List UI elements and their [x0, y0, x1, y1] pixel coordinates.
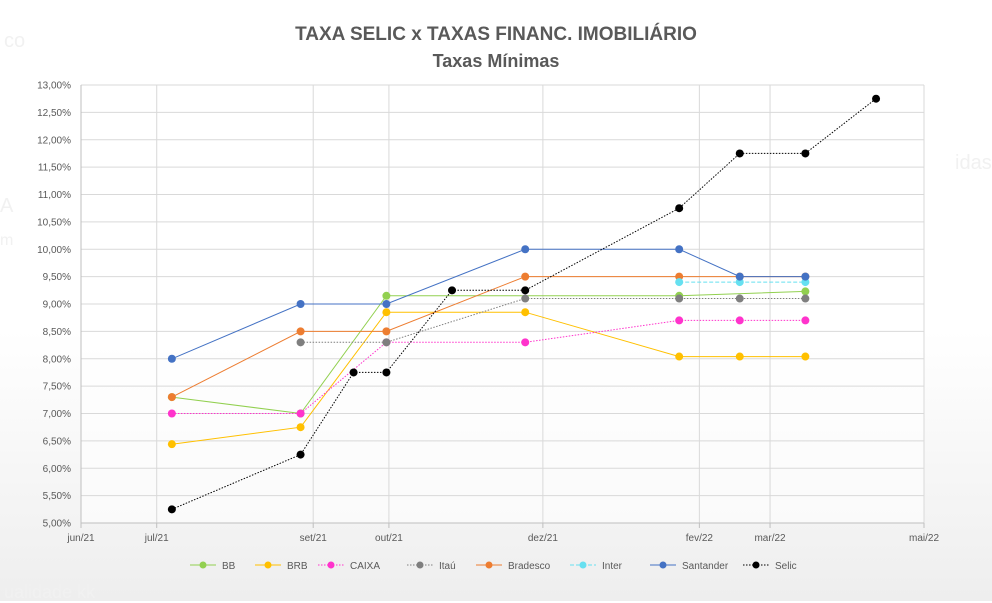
data-point-bb — [382, 291, 391, 300]
x-tick-label: fev/22 — [686, 533, 714, 544]
data-point-selic — [296, 450, 305, 459]
y-tick-label: 13,00% — [37, 81, 71, 92]
legend-marker-itau — [416, 561, 424, 569]
legend-label-caixa: CAIXA — [350, 561, 380, 572]
legend-label-brb: BRB — [287, 561, 308, 572]
data-point-selic — [448, 286, 457, 295]
data-point-brb — [675, 352, 684, 361]
legend-marker-inter — [579, 561, 587, 569]
data-point-bb — [801, 287, 810, 296]
data-point-itau — [801, 294, 810, 303]
x-tick-label: dez/21 — [528, 533, 558, 544]
data-point-bradesco — [167, 393, 176, 402]
data-point-caixa — [296, 409, 305, 418]
y-tick-label: 8,00% — [43, 354, 71, 365]
y-tick-label: 6,50% — [43, 436, 71, 447]
data-point-bradesco — [296, 327, 305, 336]
data-point-santander — [521, 245, 530, 254]
x-tick-label: mar/22 — [754, 533, 786, 544]
data-point-santander — [801, 272, 810, 281]
data-point-itau — [735, 294, 744, 303]
legend-marker-bb — [199, 561, 207, 569]
data-point-selic — [167, 505, 176, 514]
x-tick-label: out/21 — [375, 533, 403, 544]
legend-label-bradesco: Bradesco — [508, 561, 551, 572]
data-point-itau — [675, 294, 684, 303]
data-point-selic — [872, 94, 881, 103]
data-point-selic — [521, 286, 530, 295]
data-point-brb — [382, 308, 391, 317]
legend-marker-selic — [752, 561, 760, 569]
y-tick-label: 11,00% — [38, 190, 71, 201]
data-point-selic — [735, 149, 744, 158]
data-point-brb — [801, 352, 810, 361]
series-line-itau — [300, 298, 806, 343]
data-point-brb — [167, 440, 176, 449]
data-point-caixa — [675, 316, 684, 325]
data-point-brb — [735, 352, 744, 361]
data-point-caixa — [521, 338, 530, 347]
background-text: ualidade kk — [4, 582, 96, 602]
x-tick-label: jul/21 — [144, 533, 169, 544]
data-point-bradesco — [675, 272, 684, 281]
data-point-santander — [382, 300, 391, 308]
data-point-santander — [296, 300, 305, 308]
data-point-selic — [349, 368, 358, 377]
data-point-brb — [521, 308, 530, 317]
y-tick-label: 5,00% — [43, 519, 71, 530]
data-point-selic — [675, 204, 684, 213]
data-point-bradesco — [521, 272, 530, 281]
x-tick-label: set/21 — [300, 533, 328, 544]
data-point-inter — [675, 278, 684, 287]
chart-title: TAXA SELIC x TAXAS FINANC. IMOBILIÁRIO — [295, 24, 697, 45]
y-tick-label: 10,00% — [37, 245, 71, 256]
legend-marker-brb — [264, 561, 272, 569]
background-text: m — [0, 232, 14, 249]
legend-marker-bradesco — [485, 561, 493, 569]
y-tick-label: 5,50% — [43, 491, 71, 502]
data-point-caixa — [801, 316, 810, 325]
x-tick-label: mai/22 — [909, 533, 939, 544]
data-point-caixa — [167, 409, 176, 418]
data-point-itau — [521, 294, 530, 303]
data-point-caixa — [735, 316, 744, 325]
data-point-bradesco — [382, 327, 391, 336]
series-line-selic — [171, 98, 877, 510]
chart-subtitle: Taxas Mínimas — [432, 51, 560, 71]
x-tick-label: jun/21 — [66, 533, 95, 544]
data-point-inter — [735, 278, 744, 287]
y-tick-label: 7,50% — [43, 382, 71, 393]
y-tick-label: 11,50% — [38, 163, 71, 174]
y-tick-label: 12,50% — [37, 108, 71, 119]
data-point-santander — [675, 245, 684, 254]
y-tick-label: 9,50% — [43, 272, 71, 283]
legend-label-selic: Selic — [775, 561, 797, 572]
legend-label-bb: BB — [222, 561, 236, 572]
background-text: idas — [955, 152, 992, 174]
y-tick-label: 7,00% — [43, 409, 71, 420]
data-point-santander — [167, 354, 176, 363]
data-point-itau — [382, 338, 391, 347]
data-point-brb — [296, 423, 305, 432]
data-point-itau — [296, 338, 305, 347]
legend-marker-caixa — [327, 561, 335, 569]
y-tick-label: 10,50% — [37, 217, 71, 228]
legend-marker-santander — [659, 561, 667, 569]
legend-label-santander: Santander — [682, 561, 729, 572]
y-tick-label: 8,50% — [43, 327, 71, 338]
y-tick-label: 12,00% — [37, 135, 71, 146]
y-tick-label: 9,00% — [43, 300, 71, 311]
legend-label-itau: Itaú — [439, 561, 456, 572]
background-text: co — [4, 30, 26, 52]
data-point-inter — [801, 278, 810, 287]
data-point-selic — [382, 368, 391, 377]
y-tick-label: 6,00% — [43, 464, 71, 475]
background-text: A — [0, 195, 14, 217]
data-point-selic — [801, 149, 810, 158]
data-point-santander — [735, 272, 744, 281]
legend-label-inter: Inter — [602, 561, 623, 572]
